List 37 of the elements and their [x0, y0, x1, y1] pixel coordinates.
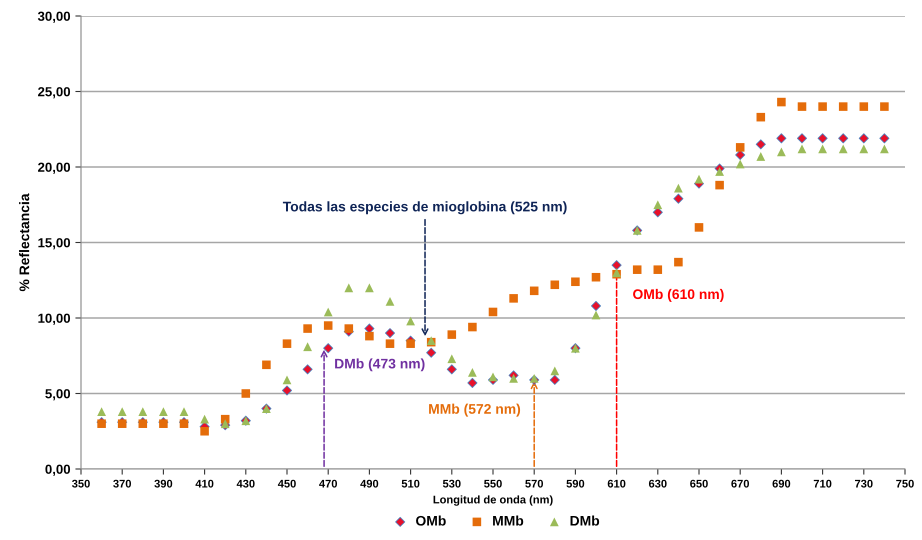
x-tick-label: 490 [360, 480, 378, 488]
y-tick-label: 30,00 [38, 12, 70, 23]
x-tick-label: 670 [731, 480, 750, 488]
x-tick-label: 750 [896, 480, 914, 488]
x-tick-label: 730 [855, 480, 873, 488]
annotation: OMb (610 nm) [633, 288, 724, 302]
x-tick-label: 530 [442, 480, 461, 488]
legend-label: DMb [570, 515, 600, 526]
annotation: DMb (473 nm) [335, 358, 425, 372]
y-axis-title: % Reflectancia [19, 193, 30, 292]
y-tick-label: 20,00 [38, 162, 70, 174]
y-tick-label: 5,00 [45, 389, 70, 400]
x-tick-label: 590 [566, 480, 584, 488]
x-tick-label: 690 [772, 480, 790, 488]
x-tick-label: 450 [278, 480, 296, 488]
x-tick-label: 350 [72, 480, 90, 488]
x-axis-title: Longitud de onda (nm) [434, 495, 553, 506]
x-tick-label: 410 [196, 480, 214, 488]
x-tick-label: 390 [154, 480, 172, 488]
x-tick-label: 430 [236, 480, 255, 488]
x-tick-label: 710 [814, 480, 832, 488]
annotation: Todas las especies de mioglobina (525 nm) [282, 201, 567, 214]
x-tick-label: 470 [319, 480, 338, 488]
x-tick-label: 610 [608, 480, 626, 488]
annotation: MMb (572 nm) [429, 404, 520, 417]
x-tick-label: 510 [402, 480, 420, 488]
x-tick-label: 570 [525, 480, 544, 488]
y-tick-label: 0,00 [45, 464, 70, 476]
legend-label: OMb [416, 515, 446, 526]
x-tick-label: 630 [648, 480, 667, 488]
x-tick-label: 650 [690, 480, 708, 488]
y-tick-label: 10,00 [38, 314, 70, 325]
y-tick-label: 25,00 [38, 87, 70, 98]
x-tick-label: 550 [484, 480, 502, 488]
y-tick-label: 15,00 [38, 238, 70, 250]
legend-label: MMb [493, 515, 524, 526]
x-tick-label: 370 [113, 480, 132, 488]
